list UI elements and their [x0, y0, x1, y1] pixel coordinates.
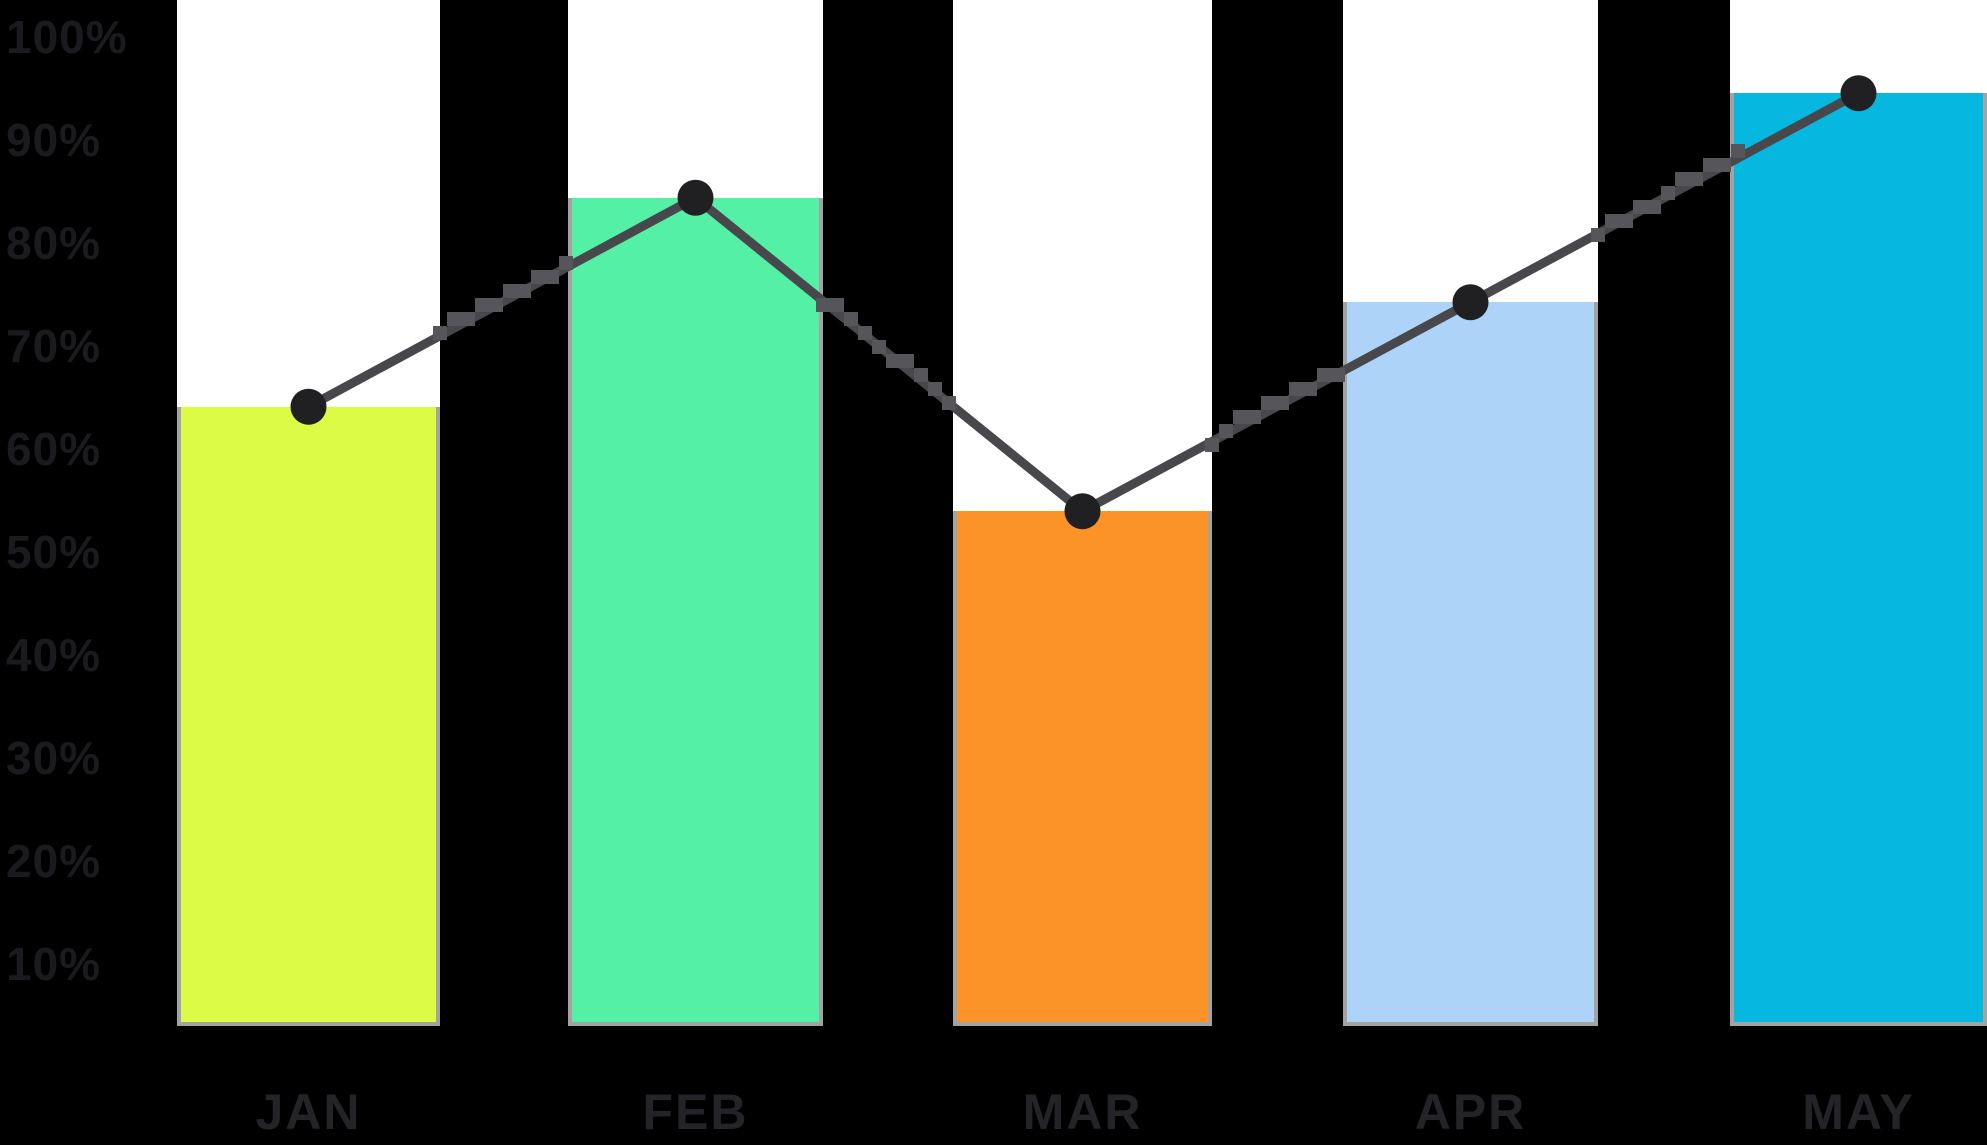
trend-point-may	[1840, 75, 1877, 112]
trend-line-pixel-block	[1675, 172, 1689, 186]
y-tick-label: 80%	[6, 217, 102, 269]
trend-line-pixel-block	[1275, 396, 1289, 410]
y-tick-label: 100%	[6, 11, 128, 63]
trend-line-pixel-block	[1233, 410, 1247, 424]
trend-line-pixel-block	[545, 270, 559, 284]
trend-line-pixel-block	[914, 368, 928, 382]
trend-line-pixel-block	[1289, 382, 1303, 396]
trend-line-pixel-block	[1247, 410, 1261, 424]
trend-line-pixel-block	[1647, 200, 1661, 214]
trend-line-pixel-block	[1317, 368, 1331, 382]
trend-point-feb	[677, 179, 714, 216]
trend-line-pixel-block	[531, 270, 545, 284]
y-tick-label: 60%	[6, 423, 102, 475]
y-tick-label: 20%	[6, 835, 102, 887]
trend-line-pixelated-segment	[1591, 144, 1745, 242]
y-tick-label: 40%	[6, 629, 102, 681]
trend-line-pixel-block	[1605, 214, 1619, 228]
y-tick-label: 70%	[6, 320, 102, 372]
x-label-jan: JAN	[255, 1084, 362, 1140]
x-label-mar: MAR	[1022, 1084, 1143, 1140]
trend-line-pixel-block	[886, 354, 900, 368]
trend-line-pixel-block	[1689, 172, 1703, 186]
trend-line-pixel-block	[559, 256, 573, 270]
bar-jan	[177, 406, 440, 1026]
trend-line-pixelated-segment	[816, 298, 956, 410]
trend-line-pixel-block	[872, 340, 886, 354]
trend-line-pixel-block	[1205, 438, 1219, 452]
trend-line-pixel-block	[447, 312, 461, 326]
x-label-may: MAY	[1802, 1084, 1915, 1140]
trend-line-pixel-block	[1633, 200, 1647, 214]
trend-point-jan	[290, 388, 327, 425]
trend-line-pixel-block	[1717, 158, 1731, 172]
trend-line-pixel-block	[1219, 424, 1233, 438]
y-tick-label: 30%	[6, 732, 102, 784]
y-tick-label: 10%	[6, 938, 102, 990]
x-label-apr: APR	[1414, 1084, 1527, 1140]
trend-line-pixel-block	[816, 298, 830, 312]
trend-line-pixel-block	[942, 396, 956, 410]
bar-mar	[953, 511, 1212, 1026]
trend-line	[306, 89, 1861, 517]
trend-point-apr	[1452, 284, 1489, 321]
bar-may	[1730, 93, 1987, 1026]
trend-line-pixel-block	[1731, 144, 1745, 158]
trend-line-pixelated-segment	[433, 256, 573, 340]
y-tick-label: 90%	[6, 114, 102, 166]
trend-line-pixel-block	[928, 382, 942, 396]
trend-line-pixel-block	[1619, 214, 1633, 228]
trend-line-pixel-block	[433, 326, 447, 340]
trend-line-pixel-block	[475, 298, 489, 312]
trend-line-pixel-block	[1703, 158, 1717, 172]
trend-line-pixel-block	[1591, 228, 1605, 242]
trend-line-pixel-block	[844, 312, 858, 326]
trend-line-pixel-block	[1661, 186, 1675, 200]
bar-feb	[568, 197, 823, 1026]
trend-line-pixel-block	[858, 326, 872, 340]
trend-line-pixel-block	[503, 284, 517, 298]
trend-line-pixel-block	[1331, 368, 1345, 382]
trend-line-pixel-block	[900, 354, 914, 368]
y-tick-label: 50%	[6, 526, 102, 578]
trend-line-pixel-block	[489, 298, 503, 312]
bar-apr	[1343, 302, 1598, 1026]
trend-point-mar	[1064, 493, 1101, 530]
trend-line-pixel-block	[830, 298, 844, 312]
x-label-feb: FEB	[642, 1084, 749, 1140]
trend-line-pixel-block	[1261, 396, 1275, 410]
trend-line-pixel-block	[461, 312, 475, 326]
trend-line-pixel-block	[517, 284, 531, 298]
trend-line-pixel-block	[1303, 382, 1317, 396]
trend-line-pixelated-segment	[1205, 368, 1345, 452]
